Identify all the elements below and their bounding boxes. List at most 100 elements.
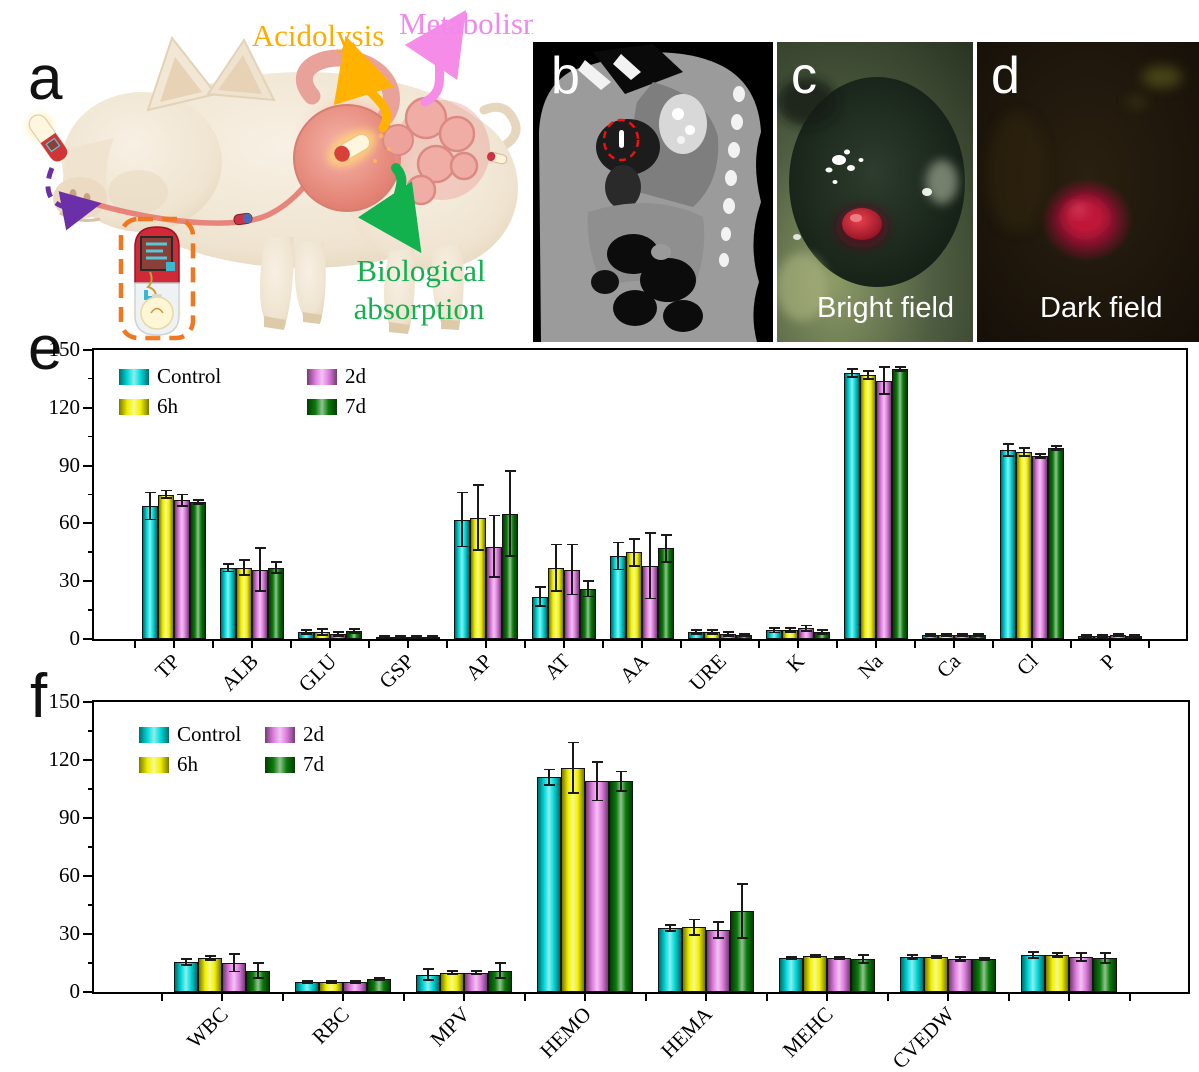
error-bar-line xyxy=(475,970,477,975)
error-bar-cap-top xyxy=(316,628,328,631)
bar-2d-MPV xyxy=(464,972,488,992)
x-category-text: P xyxy=(1095,649,1121,675)
error-bar-cap-top xyxy=(706,629,718,632)
error-bar-cap-bottom xyxy=(470,973,482,976)
y-major-tick xyxy=(83,875,94,877)
x-major-tick xyxy=(826,992,828,1001)
error-bar-cap-top xyxy=(736,882,748,885)
legend-item-7d: 7d xyxy=(307,396,366,417)
error-bar-cap-bottom xyxy=(534,605,546,608)
error-bar-cap-bottom xyxy=(894,370,906,372)
error-bar-cap-top xyxy=(254,547,266,550)
error-bar-line xyxy=(572,742,574,793)
error-bar-cap-top xyxy=(738,633,750,635)
y-tick-label: 30 xyxy=(59,921,80,945)
error-bar-line xyxy=(899,367,901,372)
bar-Control-CVEDW xyxy=(900,957,924,992)
x-major-tick xyxy=(173,639,175,648)
x-minor-tick xyxy=(602,639,604,648)
bar-6h-Na xyxy=(860,375,876,639)
y-minor-tick xyxy=(88,551,94,553)
error-bar-line xyxy=(233,954,235,972)
bar-6h-MEHC xyxy=(803,956,827,992)
error-bar-cap-bottom xyxy=(550,589,562,592)
x-category-text: TP xyxy=(150,649,185,684)
panel-c-label: c xyxy=(791,47,817,105)
error-bar-cap-top xyxy=(300,629,312,632)
error-bar-cap-top xyxy=(644,532,656,534)
bar-7d-RBC xyxy=(367,979,391,992)
error-bar-line xyxy=(499,963,501,979)
bar-2d-Cl xyxy=(1032,455,1048,639)
error-bar-cap-bottom xyxy=(722,635,734,637)
error-bar-cap-bottom xyxy=(664,930,676,932)
error-bar-cap-top xyxy=(228,953,240,956)
y-tick-label: 0 xyxy=(69,626,81,650)
error-bar-cap-top xyxy=(410,635,422,638)
y-major-tick xyxy=(83,701,94,703)
absorption-arrow xyxy=(357,163,422,254)
specular-highlights xyxy=(793,149,932,240)
swallowed-capsule xyxy=(27,114,68,162)
legend-swatch-Control xyxy=(119,368,149,385)
x-category-text: GSP xyxy=(374,649,419,694)
y-minor-tick xyxy=(88,609,94,611)
x-major-tick xyxy=(719,639,721,648)
bar-Control-last xyxy=(1021,955,1045,992)
error-bar-cap-top xyxy=(543,768,555,771)
y-tick-label: 120 xyxy=(48,747,81,771)
error-bar-line xyxy=(1055,446,1057,451)
x-category-text: CVEDW xyxy=(887,1002,959,1072)
bar-6h-Cl xyxy=(1016,452,1032,639)
error-bar-cap-top xyxy=(809,954,821,957)
acidolysis-arrow xyxy=(333,35,395,133)
acidolysis-label: Acidolysis xyxy=(252,18,385,53)
panel-b-label: b xyxy=(551,47,580,105)
error-bar-cap-top xyxy=(504,470,516,473)
error-bar-cap-top xyxy=(924,633,936,635)
error-bar-line xyxy=(181,494,183,507)
y-major-tick xyxy=(83,464,94,467)
panel-d-label: d xyxy=(991,47,1020,105)
error-bar-cap-top xyxy=(1080,634,1092,636)
bar-2d-HEMO xyxy=(585,781,609,992)
error-bar-line xyxy=(305,630,307,635)
error-bar-cap-top xyxy=(940,633,952,635)
y-major-tick xyxy=(83,991,94,993)
error-bar-line xyxy=(493,515,495,578)
error-bar-cap-bottom xyxy=(566,593,578,596)
error-bar-cap-bottom xyxy=(736,936,748,939)
error-bar-cap-bottom xyxy=(978,959,990,961)
error-bar-cap-top xyxy=(906,954,918,957)
error-bar-line xyxy=(571,544,573,595)
bar-Control-MEHC xyxy=(779,958,803,992)
error-bar-cap-bottom xyxy=(628,564,640,567)
error-bar-cap-bottom xyxy=(1112,635,1124,637)
error-bar-cap-top xyxy=(785,956,797,958)
x-major-tick xyxy=(251,639,253,648)
x-category-text: Ca xyxy=(931,649,965,683)
y-minor-tick xyxy=(88,730,94,732)
legend-label-6h: 6h xyxy=(157,394,178,418)
error-bar-cap-top xyxy=(332,631,344,634)
bar-Control-WBC xyxy=(174,962,198,992)
y-minor-tick xyxy=(88,435,94,438)
error-bar-cap-top xyxy=(349,980,361,983)
error-bar-line xyxy=(548,769,550,786)
error-bar-cap-bottom xyxy=(906,958,918,960)
error-bar-cap-top xyxy=(160,489,172,492)
x-minor-tick xyxy=(836,639,838,648)
error-bar-line xyxy=(773,628,775,633)
error-bar-cap-top xyxy=(688,918,700,921)
x-minor-tick xyxy=(1148,639,1150,648)
x-minor-tick xyxy=(523,992,526,1001)
error-bar-cap-top xyxy=(956,633,968,635)
x-minor-tick xyxy=(368,639,370,648)
error-bar-cap-top xyxy=(378,634,390,637)
error-bar-cap-top xyxy=(1099,952,1111,955)
error-bar-cap-top xyxy=(664,924,676,927)
error-bar-cap-bottom xyxy=(426,636,438,639)
error-bar-line xyxy=(821,630,823,635)
error-bar-line xyxy=(741,883,743,938)
